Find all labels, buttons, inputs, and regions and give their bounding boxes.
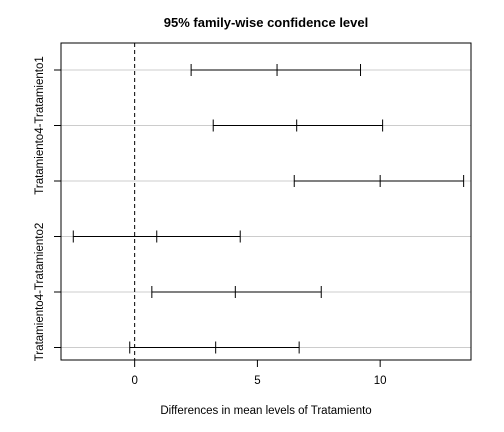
intervals: [72, 64, 465, 354]
x-axis-label: Differences in mean levels of Tratamient…: [160, 405, 371, 417]
gridlines: [61, 69, 471, 348]
plot-frame: [60, 42, 472, 361]
y-tick-label: Tratamiento4-Tratamiento1: [34, 56, 46, 194]
x-tick-label: 5: [254, 375, 260, 387]
x-axis: 0 5 10: [131, 360, 387, 387]
x-tick-label: 0: [131, 375, 137, 387]
chart-title: 95% family-wise confidence level: [164, 15, 368, 30]
x-tick-label: 10: [374, 375, 387, 387]
y-axis: Tratamiento4-Tratamiento1 Tratamiento4-Tr…: [34, 56, 61, 361]
y-tick-label: Tratamiento4-Tratamiento2: [34, 223, 46, 361]
